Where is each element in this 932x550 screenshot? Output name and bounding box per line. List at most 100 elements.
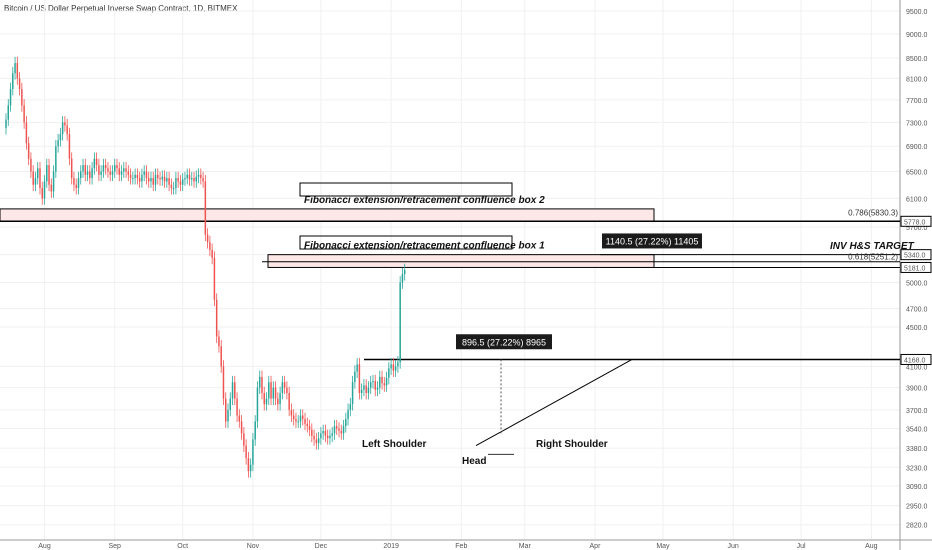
x-tick-label: Feb [455, 543, 467, 550]
candle-body [274, 387, 277, 399]
x-tick-label: May [656, 543, 670, 550]
candle-body [181, 179, 184, 185]
candle-body [333, 426, 336, 434]
candle-body [394, 366, 397, 371]
candle-body [229, 398, 232, 410]
x-tick-label: Sep [109, 543, 122, 550]
candle-body [172, 188, 175, 190]
fib-label: 0.786(5830.3) [848, 208, 898, 217]
candle-body [238, 415, 241, 422]
confluence-box [267, 254, 655, 268]
candle-body [59, 134, 62, 141]
price-label: 4168.0 [904, 357, 926, 364]
candle-body [111, 171, 114, 175]
candle-body [365, 385, 367, 394]
candle-body [177, 178, 179, 182]
candle-body [206, 234, 209, 243]
candle-body [168, 178, 170, 185]
candle-body [55, 146, 57, 172]
y-tick-label: 6900.0 [906, 144, 928, 151]
candle-body [93, 158, 96, 169]
candle-body [345, 419, 347, 427]
y-tick-label: 6100.0 [906, 196, 928, 203]
candle-body [116, 165, 118, 169]
x-tick-label: Dec [315, 543, 328, 550]
candle-body [204, 181, 207, 235]
candle-body [213, 257, 216, 300]
candle-body [272, 387, 275, 399]
candle-body [222, 366, 225, 399]
x-tick-label: Aug [38, 543, 51, 550]
candle-body [290, 409, 293, 416]
candle-body [263, 393, 265, 405]
candle-body [379, 376, 381, 388]
candle-body [18, 78, 21, 89]
candle-body [329, 435, 331, 439]
candle-body [46, 165, 48, 182]
candle-body [268, 382, 270, 399]
y-tick-label: 4700.0 [906, 307, 928, 314]
price-label-box [900, 261, 932, 273]
candle-body [159, 178, 161, 180]
candle-body [61, 122, 64, 135]
candle-body [179, 181, 182, 185]
candle-body [5, 119, 7, 129]
y-tick-label: 2950.0 [906, 504, 928, 511]
candle-body [136, 174, 139, 179]
candle-body [231, 382, 234, 399]
candle-body [279, 393, 281, 405]
y-tick-label: 8500.0 [906, 56, 928, 63]
candle-body [390, 364, 392, 369]
candle-body [372, 381, 374, 383]
y-tick-label: 5000.0 [906, 280, 928, 287]
candle-body [157, 174, 159, 179]
candle-body [240, 421, 243, 434]
candle-body [392, 364, 395, 371]
candle-body [107, 168, 109, 172]
candle-body [302, 415, 304, 420]
candle-body [245, 445, 247, 459]
fib-label: 0.618(5251.2) [848, 253, 898, 262]
candle-body [403, 269, 406, 275]
candle-body [295, 419, 297, 422]
candle-body [249, 464, 252, 472]
candle-body [385, 377, 388, 386]
candle-body [30, 158, 32, 172]
price-label: 5778.0 [904, 219, 926, 226]
y-tick-label: 3540.0 [906, 427, 928, 434]
candle-body [163, 176, 166, 182]
confluence-box-label: Fibonacci extension/retracement confluen… [304, 195, 545, 206]
candle-body [356, 364, 358, 372]
label-frame [299, 182, 513, 197]
candle-body [220, 346, 222, 367]
candle-body [14, 63, 16, 74]
left-shoulder-label: Left Shoulder [362, 439, 427, 450]
candle-body [277, 398, 279, 405]
price-label-box [900, 215, 932, 227]
candle-body [134, 174, 136, 179]
candle-body [202, 178, 204, 182]
candle-body [258, 376, 261, 388]
candle-body [70, 158, 73, 179]
candle-body [304, 419, 306, 424]
y-tick-label: 2820.0 [906, 523, 928, 530]
candle-body [118, 168, 121, 175]
candle-body [12, 73, 14, 89]
candle-body [215, 299, 218, 337]
x-tick-label: Jun [728, 543, 739, 550]
candle-body [381, 376, 383, 384]
x-tick-label: Jul [797, 543, 806, 550]
candle-body [43, 181, 46, 199]
price-label-box [900, 353, 932, 365]
candle-body [374, 381, 376, 390]
y-tick-label: 3380.0 [906, 446, 928, 453]
label-frame [299, 235, 513, 250]
candle-body [358, 364, 361, 394]
candle-body [82, 165, 84, 172]
candle-body [270, 382, 272, 399]
candle-body [193, 178, 195, 182]
candle-body [363, 385, 365, 390]
candle-body [100, 171, 102, 175]
candle-body [184, 178, 186, 180]
